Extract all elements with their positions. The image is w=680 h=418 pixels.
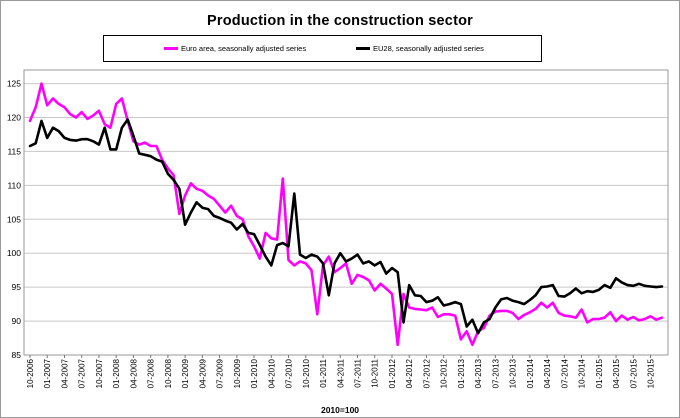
x-tick-label-01-2010: 01-2010 bbox=[250, 358, 259, 388]
x-tick-label-04-2009: 04-2009 bbox=[198, 358, 207, 388]
x-tick-label-10-2012: 10-2012 bbox=[440, 358, 449, 388]
legend-swatch-euro-area bbox=[164, 46, 178, 50]
legend-swatch-eu28 bbox=[356, 46, 370, 50]
x-tick-label-04-2011: 04-2011 bbox=[336, 358, 345, 387]
x-tick-label-10-2011: 10-2011 bbox=[371, 358, 380, 387]
x-tick-label-01-2012: 01-2012 bbox=[388, 358, 397, 388]
x-tick-label-01-2014: 01-2014 bbox=[526, 358, 535, 388]
x-tick-label-04-2013: 04-2013 bbox=[474, 358, 483, 388]
y-tick-label-120: 120 bbox=[7, 113, 21, 123]
x-tick-label-01-2011: 01-2011 bbox=[319, 358, 328, 387]
x-tick-label-04-2014: 04-2014 bbox=[543, 358, 552, 388]
series-line-eu28 bbox=[28, 118, 664, 335]
x-tick-label-10-2010: 10-2010 bbox=[302, 358, 311, 388]
x-tick-label-07-2010: 07-2010 bbox=[285, 358, 294, 388]
x-tick-label-10-2009: 10-2009 bbox=[233, 358, 242, 388]
legend-label-eu28: EU28, seasonally adjusted series bbox=[373, 43, 484, 53]
x-tick-label-04-2015: 04-2015 bbox=[612, 358, 621, 388]
x-tick-label-07-2007: 07-2007 bbox=[78, 358, 87, 388]
x-tick-label-07-2008: 07-2008 bbox=[147, 358, 156, 388]
y-tick-label-85: 85 bbox=[12, 350, 22, 360]
x-tick-label-10-2013: 10-2013 bbox=[509, 358, 518, 388]
chart-legend: Euro area, seasonally adjusted series EU… bbox=[103, 35, 542, 62]
plot-area-border bbox=[23, 69, 669, 356]
x-tick-label-01-2013: 01-2013 bbox=[457, 358, 466, 388]
x-tick-label-04-2012: 04-2012 bbox=[405, 358, 414, 388]
y-tick-label-90: 90 bbox=[12, 316, 22, 326]
x-tick-label-04-2010: 04-2010 bbox=[267, 358, 276, 388]
y-tick-label-105: 105 bbox=[7, 214, 21, 224]
x-tick-label-04-2008: 04-2008 bbox=[129, 358, 138, 388]
legend-item-euro-area: Euro area, seasonally adjusted series bbox=[164, 42, 306, 54]
y-tick-label-115: 115 bbox=[7, 146, 21, 156]
x-tick-label-07-2015: 07-2015 bbox=[629, 358, 638, 388]
x-tick-label-07-2011: 07-2011 bbox=[353, 358, 362, 387]
x-tick-label-07-2014: 07-2014 bbox=[560, 358, 569, 388]
x-tick-label-07-2013: 07-2013 bbox=[491, 358, 500, 388]
y-tick-label-110: 110 bbox=[7, 180, 21, 190]
x-tick-label-10-2007: 10-2007 bbox=[95, 358, 104, 388]
x-tick-label-01-2008: 01-2008 bbox=[112, 358, 121, 388]
legend-item-eu28: EU28, seasonally adjusted series bbox=[356, 42, 484, 54]
x-tick-label-10-2008: 10-2008 bbox=[164, 358, 173, 388]
x-tick-label-07-2009: 07-2009 bbox=[216, 358, 225, 388]
x-tick-label-04-2007: 04-2007 bbox=[60, 358, 69, 388]
x-tick-label-07-2012: 07-2012 bbox=[422, 358, 431, 388]
x-axis-caption: 2010=100 bbox=[320, 405, 360, 415]
chart-title: Production in the construction sector bbox=[207, 13, 473, 29]
legend-label-euro-area: Euro area, seasonally adjusted series bbox=[181, 43, 307, 53]
x-tick-label-01-2009: 01-2009 bbox=[181, 358, 190, 388]
x-tick-label-10-2006: 10-2006 bbox=[26, 358, 35, 388]
y-tick-label-125: 125 bbox=[7, 79, 21, 89]
x-tick-label-10-2015: 10-2015 bbox=[647, 358, 656, 388]
y-tick-label-100: 100 bbox=[7, 248, 21, 258]
x-tick-label-01-2007: 01-2007 bbox=[43, 358, 52, 388]
x-tick-label-01-2015: 01-2015 bbox=[595, 358, 604, 388]
y-tick-label-95: 95 bbox=[12, 282, 22, 292]
x-tick-label-10-2014: 10-2014 bbox=[578, 358, 587, 388]
